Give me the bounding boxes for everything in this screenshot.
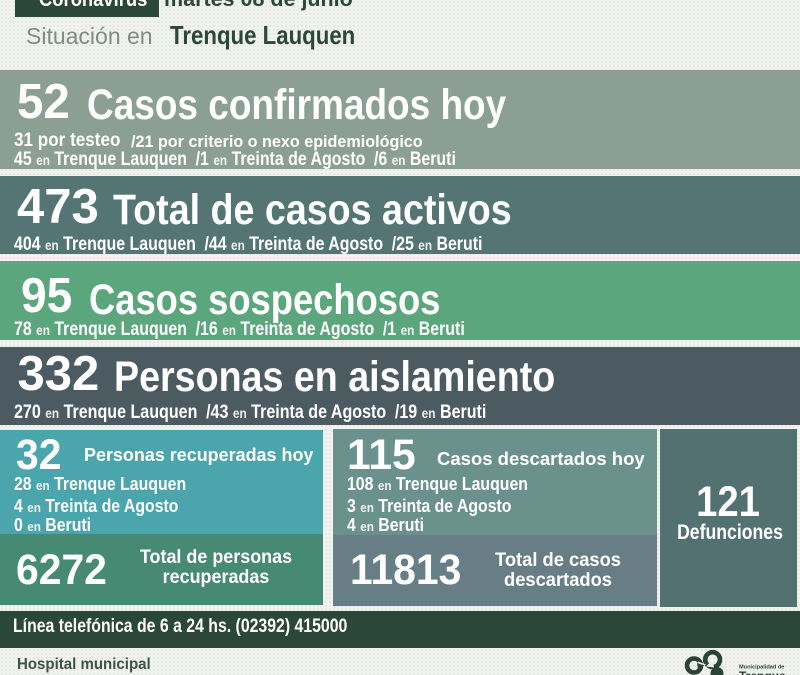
svg-text:Trenque: Trenque xyxy=(739,669,786,675)
svg-text:Municipalidad de: Municipalidad de xyxy=(739,665,784,671)
